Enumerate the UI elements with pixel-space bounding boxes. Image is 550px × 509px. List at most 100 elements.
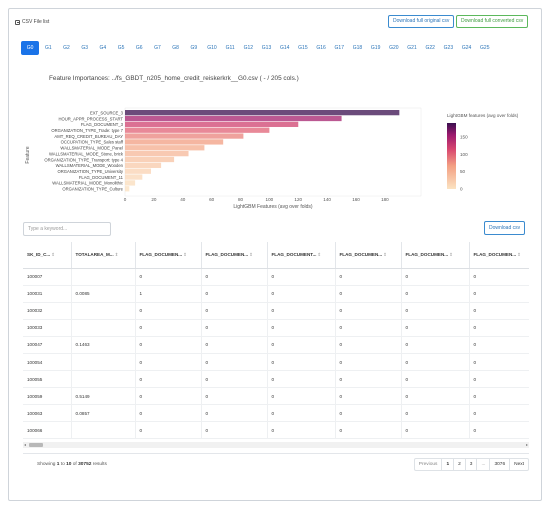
tab-g16[interactable]: G16 [316, 45, 326, 51]
table-header-row: SK_ID_C...⇕ TOTALAREA_M...⇕ FLAG_DOCUMEN..… [23, 242, 529, 269]
column-header[interactable]: FLAG_DOCUMEN...⇕ [201, 242, 268, 269]
bar-6 [125, 145, 205, 151]
page-1-button[interactable]: 1 [442, 459, 455, 470]
showing-prefix: Showing [37, 462, 57, 467]
table-cell: 0 [401, 336, 470, 354]
page-3076-button[interactable]: 3076 [490, 459, 511, 470]
tab-g4[interactable]: G4 [99, 45, 107, 51]
tab-g22[interactable]: G22 [425, 45, 435, 51]
tab-g19[interactable]: G19 [370, 45, 381, 51]
page-2-button[interactable]: 2 [454, 459, 466, 470]
table-cell: 0 [335, 319, 402, 337]
y-tick-label: OCCUPATION_TYPE_Sales staff [61, 140, 124, 145]
table-cell: 0 [135, 268, 202, 286]
search-input[interactable]: Type a keyword... [23, 222, 111, 236]
tab-g10[interactable]: G10 [207, 45, 217, 51]
table-cell: 0 [469, 353, 529, 372]
tab-g18[interactable]: G18 [352, 45, 363, 51]
table-cell: 0 [267, 302, 336, 320]
table-cell: 0 [401, 302, 470, 320]
column-header[interactable]: FLAG_DOCUMEN...⇕ [335, 242, 402, 269]
table-cell: 0.0857 [71, 404, 136, 423]
tab-g17[interactable]: G17 [334, 45, 344, 51]
download-converted-button[interactable]: Download full converted csv [456, 15, 529, 28]
table-cell: 0 [401, 268, 470, 286]
column-header[interactable]: FLAG_DOCUMEN...⇕ [401, 242, 470, 269]
tab-g12[interactable]: G12 [243, 45, 254, 51]
tab-g1[interactable]: G1 [44, 45, 52, 51]
column-header[interactable]: FLAG_DOCUMEN...⇕ [135, 242, 202, 269]
sort-icon[interactable]: ⇕ [51, 251, 56, 257]
y-tick-label: WALLSMATERIAL_MODE_Wooden [56, 163, 124, 168]
table-cell: 100066 [23, 421, 72, 440]
table-cell: 0 [335, 404, 402, 423]
tab-g9[interactable]: G9 [190, 45, 198, 51]
sort-icon[interactable]: ⇕ [249, 251, 253, 257]
scrollbar-thumb[interactable] [29, 443, 43, 447]
tab-g6[interactable]: G6 [135, 45, 143, 51]
download-csv-button[interactable]: Download csv [484, 221, 526, 235]
table-cell: 0 [267, 370, 336, 389]
y-tick-label: ORGANIZATION_TYPE_University [57, 169, 123, 174]
y-tick-label: FLAG_DOCUMENT_11 [79, 175, 124, 180]
table-body: 100007 0 0 0 0 0 0 100031 0.0085 1 0 0 0 0 0 100032 0 0 0 0… [23, 268, 529, 440]
scroll-left-icon[interactable]: ◂ [24, 442, 27, 447]
column-header[interactable]: TOTALAREA_M...⇕ [71, 242, 136, 269]
tab-g5[interactable]: G5 [117, 45, 125, 51]
column-header[interactable]: FLAG_DOCUMENT...⇕ [267, 242, 336, 269]
previous-page-button[interactable]: Previous [415, 459, 443, 470]
table-cell: 0 [335, 387, 402, 406]
tab-g23[interactable]: G23 [443, 45, 454, 51]
x-tick-label: 0 [124, 197, 127, 202]
tab-g8[interactable]: G8 [172, 45, 179, 51]
table-cell: 0 [335, 353, 402, 372]
scroll-right-icon[interactable]: ▸ [525, 442, 528, 447]
sort-icon[interactable]: ⇕ [114, 251, 119, 257]
column-header-label: FLAG_DOCUMEN... [205, 251, 249, 257]
tab-g2[interactable]: G2 [63, 45, 70, 51]
table-cell: 0 [267, 353, 336, 372]
download-original-button[interactable]: Download full original csv [388, 15, 455, 28]
tab-g15[interactable]: G15 [298, 45, 308, 51]
table-cell: 0 [267, 404, 336, 423]
sort-icon[interactable]: ⇕ [383, 251, 387, 257]
table-cell: 0 [267, 387, 336, 406]
plot-title: Feature Importances: ../fs_GBDT_n205_hom… [49, 75, 299, 82]
y-tick-label: ORGANIZATION_TYPE_Culture [62, 187, 123, 192]
tab-g3[interactable]: G3 [81, 45, 88, 51]
sort-icon[interactable]: ⇕ [517, 251, 521, 257]
tab-g0[interactable]: G0 [21, 41, 40, 55]
table-cell: 100033 [23, 319, 72, 337]
colorbar [447, 123, 456, 189]
tab-g25[interactable]: G25 [480, 45, 490, 51]
csv-file-list-label: CSV File list [22, 19, 50, 25]
tab-g21[interactable]: G21 [407, 45, 417, 51]
table-cell: 0 [469, 404, 529, 423]
table-cell: 0 [401, 353, 470, 372]
csv-file-list-link[interactable]: CSV File list [15, 19, 49, 25]
sort-icon[interactable]: ⇕ [183, 251, 187, 257]
table-row: 100007 0 0 0 0 0 0 [23, 268, 529, 286]
column-header[interactable]: SK_ID_C...⇕ [23, 242, 72, 269]
next-page-button[interactable]: Next [514, 462, 524, 467]
x-tick-label: 100 [266, 197, 274, 202]
bar-9 [125, 162, 162, 168]
tab-g20[interactable]: G20 [389, 45, 399, 51]
sort-icon[interactable]: ⇕ [449, 251, 453, 257]
data-table: SK_ID_C...⇕ TOTALAREA_M...⇕ FLAG_DOCUMEN..… [23, 242, 529, 440]
page-3-button[interactable]: 3 [466, 459, 478, 470]
table-row: 100059 0.5149 0 0 0 0 0 0 [23, 387, 529, 406]
tab-g24[interactable]: G24 [461, 45, 472, 51]
tab-g14[interactable]: G14 [279, 45, 290, 51]
table-row: 100054 0 0 0 0 0 0 [23, 353, 529, 372]
tab-g13[interactable]: G13 [261, 45, 272, 51]
table-cell: 0.5149 [71, 387, 136, 406]
x-tick-label: 140 [323, 197, 331, 202]
table-footer: Showing 1 to 10 of 30752 results Previou… [23, 453, 529, 477]
tab-g7[interactable]: G7 [154, 45, 161, 51]
column-header[interactable]: FLAG_DOCUMEN...⇕ [469, 242, 529, 269]
horizontal-scrollbar[interactable]: ◂ ▸ [23, 442, 529, 448]
tab-g11[interactable]: G11 [225, 45, 235, 51]
sort-icon[interactable]: ⇕ [317, 251, 322, 257]
table-cell: 0 [335, 268, 402, 286]
